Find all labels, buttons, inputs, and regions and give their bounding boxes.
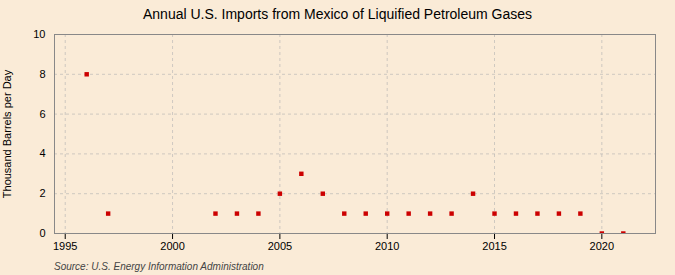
svg-text:2: 2	[39, 187, 45, 199]
svg-text:2015: 2015	[482, 240, 506, 252]
svg-text:2000: 2000	[160, 240, 184, 252]
svg-text:8: 8	[39, 68, 45, 80]
svg-text:6: 6	[39, 108, 45, 120]
svg-text:0: 0	[39, 227, 45, 239]
svg-text:2010: 2010	[375, 240, 399, 252]
html-text:Source: U.S. Energy Informatio: Source: U.S. Energy Information Administ…	[54, 261, 264, 272]
svg-text:Thousand Barrels per Day: Thousand Barrels per Day	[1, 69, 13, 198]
svg-text:2005: 2005	[268, 240, 292, 252]
svg-text:1995: 1995	[53, 240, 77, 252]
svg-text:2020: 2020	[590, 240, 614, 252]
svg-text:4: 4	[39, 147, 45, 159]
html-text:Annual U.S. Imports from Mexic: Annual U.S. Imports from Mexico of Liqui…	[143, 6, 532, 22]
svg-text:10: 10	[33, 28, 45, 40]
